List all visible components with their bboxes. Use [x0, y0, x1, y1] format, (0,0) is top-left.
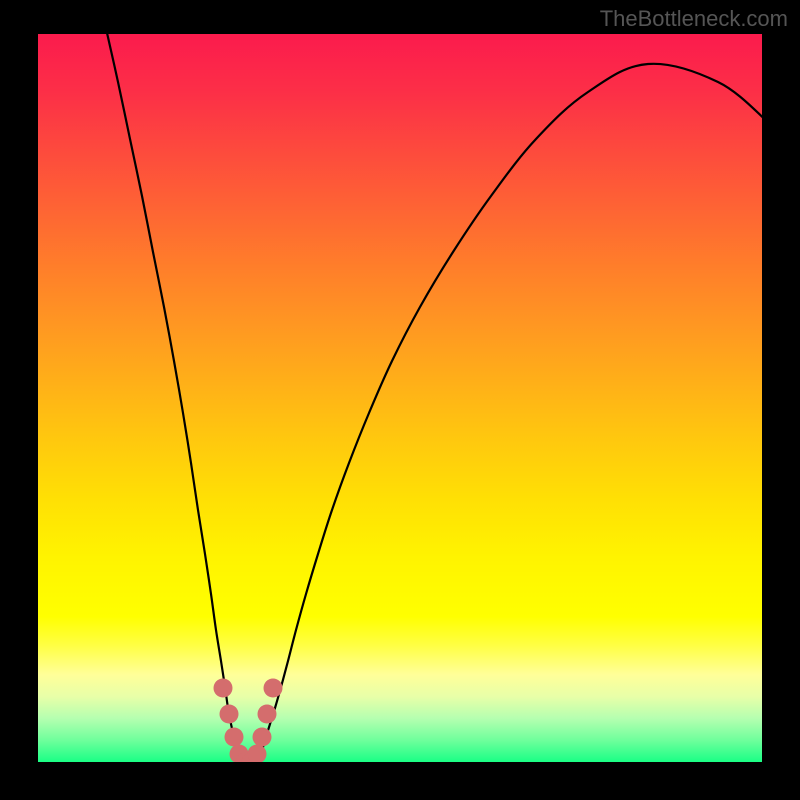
- watermark-text: TheBottleneck.com: [600, 6, 788, 32]
- plot-area: [38, 34, 762, 762]
- marker-dot: [258, 705, 277, 724]
- marker-dot: [214, 679, 233, 698]
- border-bottom: [0, 762, 800, 800]
- marker-dot: [220, 705, 239, 724]
- markers-layer: [38, 34, 762, 762]
- marker-dot: [253, 728, 272, 747]
- marker-dot: [248, 745, 267, 764]
- chart-container: TheBottleneck.com: [0, 0, 800, 800]
- marker-dot: [225, 728, 244, 747]
- border-right: [762, 0, 800, 800]
- border-left: [0, 0, 38, 800]
- marker-dot: [264, 679, 283, 698]
